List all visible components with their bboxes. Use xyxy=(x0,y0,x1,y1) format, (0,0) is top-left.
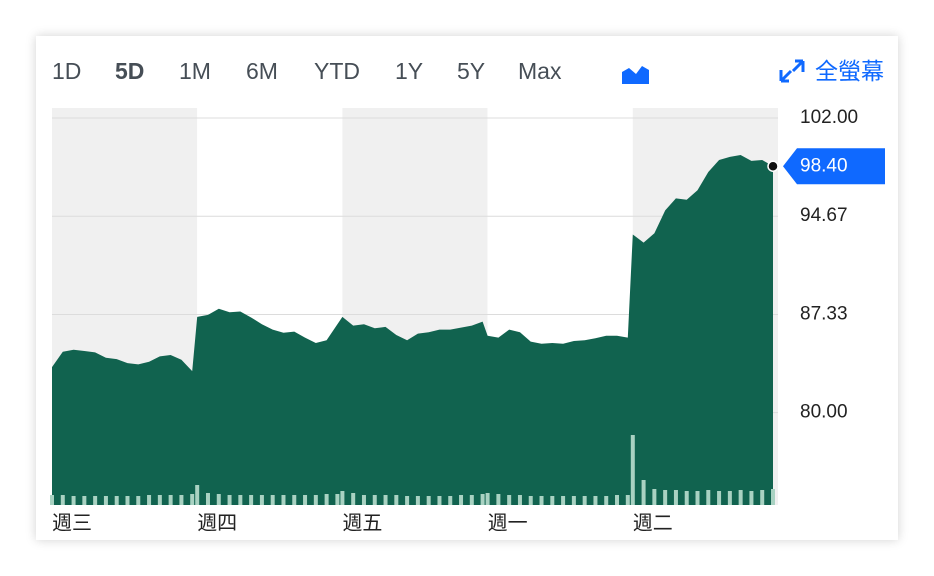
volume-bar xyxy=(82,496,87,505)
volume-bar xyxy=(695,491,700,505)
y-tick-label: 102.00 xyxy=(800,107,858,128)
volume-bar xyxy=(270,495,275,505)
range-button[interactable]: Max xyxy=(518,58,562,84)
volume-bar xyxy=(227,495,232,505)
chart-type-icon[interactable] xyxy=(622,66,649,84)
volume-bar xyxy=(303,495,308,505)
volume-bar xyxy=(437,496,442,505)
volume-bar xyxy=(335,494,340,505)
volume-bar xyxy=(340,491,345,505)
volume-bar xyxy=(615,495,620,505)
volume-bar xyxy=(593,496,598,505)
y-tick-label: 80.00 xyxy=(800,402,848,423)
volume-bar xyxy=(550,496,555,505)
volume-bar xyxy=(480,494,485,505)
volume-bar xyxy=(507,495,512,505)
volume-bar xyxy=(673,490,678,505)
volume-bar xyxy=(405,496,410,505)
volume-bar xyxy=(114,496,119,505)
volume-bar xyxy=(147,495,152,505)
volume-bar xyxy=(528,496,533,505)
range-button[interactable]: 6M xyxy=(246,58,278,84)
y-tick-label: 94.67 xyxy=(800,205,848,226)
volume-bar xyxy=(136,496,141,505)
volume-bar xyxy=(249,495,254,505)
volume-bar xyxy=(195,485,200,505)
volume-bar xyxy=(706,490,711,505)
volume-bar xyxy=(684,491,689,505)
range-button[interactable]: 1M xyxy=(179,58,211,84)
volume-bar xyxy=(103,496,108,505)
volume-bar xyxy=(771,489,775,505)
volume-bar xyxy=(727,491,732,505)
volume-bar xyxy=(351,493,356,505)
volume-bar xyxy=(205,493,210,505)
volume-bar xyxy=(168,495,173,505)
volume-bar xyxy=(760,490,765,505)
range-button[interactable]: 5D xyxy=(115,58,144,84)
volume-bar xyxy=(259,495,264,505)
volume-bar xyxy=(190,494,195,505)
fullscreen-icon[interactable] xyxy=(779,59,805,83)
volume-bar xyxy=(604,496,609,505)
volume-bar xyxy=(663,490,668,505)
volume-bar xyxy=(469,495,474,505)
volume-bar xyxy=(459,495,464,505)
volume-bar xyxy=(561,496,566,505)
volume-bar xyxy=(571,496,576,505)
volume-bar xyxy=(394,495,399,505)
last-price-dot xyxy=(767,160,779,172)
volume-bar xyxy=(281,495,286,505)
volume-bar xyxy=(652,489,657,505)
volume-bar xyxy=(717,491,722,505)
volume-bar xyxy=(125,496,130,505)
last-price-tag xyxy=(783,148,885,185)
fullscreen-button[interactable]: 全螢幕 xyxy=(815,58,884,84)
x-tick-label: 週五 xyxy=(342,511,382,534)
range-button[interactable]: 1Y xyxy=(395,58,423,84)
price-area xyxy=(52,155,773,505)
volume-bar xyxy=(60,495,65,505)
volume-bar xyxy=(313,495,318,505)
volume-bar xyxy=(71,496,76,505)
last-price-label: 98.40 xyxy=(800,155,848,176)
volume-bar xyxy=(448,496,453,505)
range-button[interactable]: 1D xyxy=(52,58,81,84)
volume-bar xyxy=(179,495,184,505)
volume-bar xyxy=(324,494,329,505)
volume-bar xyxy=(641,480,646,505)
y-tick-label: 87.33 xyxy=(800,303,848,324)
volume-bar xyxy=(539,496,544,505)
volume-bar xyxy=(372,495,377,505)
volume-bar xyxy=(517,495,522,505)
volume-bar xyxy=(415,496,420,505)
x-tick-label: 週二 xyxy=(633,511,673,534)
volume-bar xyxy=(50,495,54,505)
volume-bar xyxy=(496,494,501,505)
volume-bar xyxy=(485,493,490,505)
volume-bar xyxy=(749,491,754,505)
volume-bar xyxy=(738,490,743,505)
volume-bar xyxy=(361,495,366,505)
volume-bar xyxy=(93,496,98,505)
volume-bar xyxy=(238,495,243,505)
volume-bar xyxy=(216,494,221,505)
volume-bar xyxy=(426,496,431,505)
volume-bar xyxy=(383,495,388,505)
x-tick-label: 週一 xyxy=(488,511,528,534)
range-button[interactable]: YTD xyxy=(314,58,360,84)
volume-bar xyxy=(292,495,297,505)
volume-bar xyxy=(157,495,162,505)
x-tick-label: 週四 xyxy=(197,511,237,534)
volume-bar xyxy=(630,435,635,505)
volume-bar xyxy=(582,496,587,505)
x-tick-label: 週三 xyxy=(52,511,92,534)
volume-bar xyxy=(625,495,630,505)
range-button[interactable]: 5Y xyxy=(457,58,485,84)
